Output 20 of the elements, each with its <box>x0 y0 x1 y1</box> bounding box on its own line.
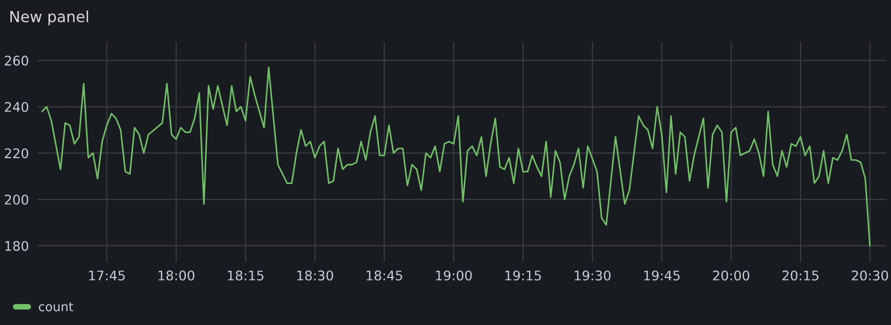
y-tick-label: 220 <box>4 148 28 158</box>
x-tick-label: 19:45 <box>644 270 680 280</box>
x-tick-label: 20:15 <box>782 270 818 280</box>
y-tick-label: 180 <box>5 240 28 251</box>
x-tick-label: 19:30 <box>574 270 611 280</box>
y-tick-label: 260 <box>4 56 28 66</box>
x-tick-label: 20:00 <box>713 270 750 280</box>
x-tick-label: 18:45 <box>366 270 402 280</box>
chart-title: New panel <box>10 10 88 26</box>
x-tick-label: 18:00 <box>158 270 194 280</box>
x-tick-label: 17:45 <box>89 270 125 280</box>
line-series <box>41 66 871 247</box>
x-tick-label: 20:30 <box>852 270 888 280</box>
y-tick-label: 200 <box>4 194 28 205</box>
x-tick-label: 18:30 <box>297 270 334 280</box>
x-tick-label: 19:00 <box>436 270 472 280</box>
x-tick-label: 19:15 <box>505 270 541 280</box>
y-tick-label: 240 <box>4 102 28 112</box>
legend-label: count <box>38 302 74 312</box>
x-tick-label: 18:15 <box>228 270 264 280</box>
